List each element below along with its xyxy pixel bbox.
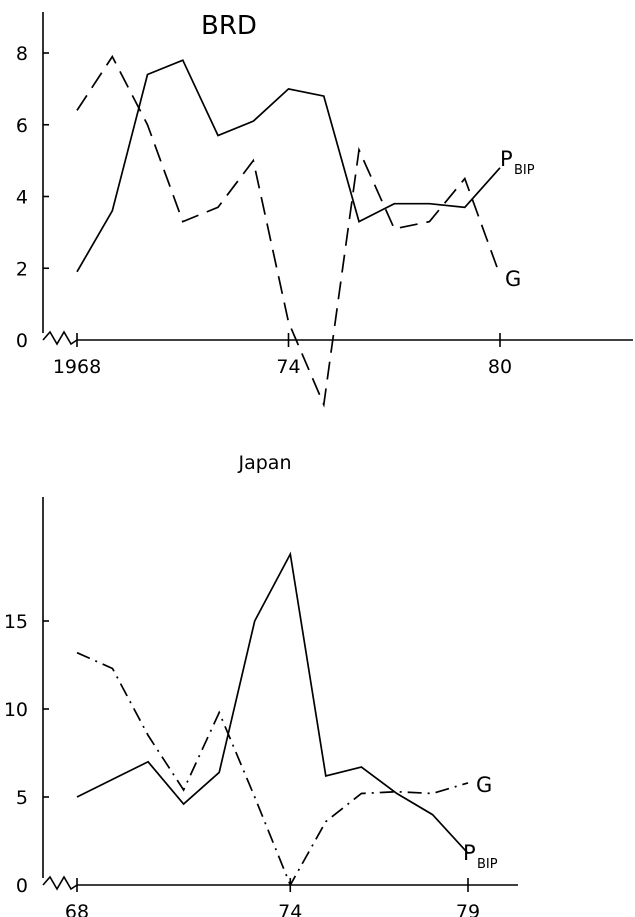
y-tick-label: 8 xyxy=(16,43,28,65)
y-tick-label: 5 xyxy=(16,787,28,809)
series-line-p-bip-japan xyxy=(76,551,469,854)
series-label-p-bip-japan: P BIP xyxy=(463,841,498,872)
series-line-g-japan xyxy=(76,651,469,887)
chart-title-brd: BRD xyxy=(201,11,257,41)
x-ticks-japan: 68 74 79 xyxy=(65,878,480,917)
series-label-g-brd: G xyxy=(505,267,521,291)
series-line-g-brd xyxy=(76,54,501,408)
chart-brd: BRD 0 2 4 6 8 1968 74 80 P BIP G xyxy=(16,11,633,408)
y-tick-label: 0 xyxy=(16,330,28,352)
x-tick-label: 74 xyxy=(278,901,302,917)
x-tick-label: 68 xyxy=(65,901,89,917)
series-line-p-bip-brd xyxy=(76,59,501,273)
y-tick-label: 4 xyxy=(16,187,28,209)
y-tick-label: 6 xyxy=(16,115,28,137)
axis-break-brd xyxy=(42,330,78,346)
y-ticks-japan: 0 5 10 15 xyxy=(4,611,49,897)
series-label-p-brd: P xyxy=(500,147,513,171)
series-label-p-japan: P xyxy=(463,841,476,865)
series-label-bip-brd: BIP xyxy=(514,163,535,178)
series-lines-japan xyxy=(76,551,469,887)
series-label-bip-japan: BIP xyxy=(477,857,498,872)
x-tick-label: 1968 xyxy=(53,356,101,378)
series-label-p-bip-brd: P BIP xyxy=(500,147,535,178)
y-tick-label: 15 xyxy=(4,611,28,633)
y-ticks-brd: 0 2 4 6 8 xyxy=(16,43,49,352)
axis-break-japan xyxy=(42,875,78,891)
x-tick-label: 79 xyxy=(456,901,480,917)
series-label-g-japan: G xyxy=(476,773,492,797)
x-tick-label: 80 xyxy=(488,356,512,378)
x-ticks-brd: 1968 74 80 xyxy=(53,333,512,378)
y-tick-label: 2 xyxy=(16,258,28,280)
chart-japan: Japan 0 5 10 15 68 74 79 G P BIP xyxy=(4,452,518,917)
y-tick-label: 0 xyxy=(16,875,28,897)
series-lines-brd xyxy=(76,54,501,408)
x-tick-label: 74 xyxy=(276,356,300,378)
y-tick-label: 10 xyxy=(4,699,28,721)
chart-title-japan: Japan xyxy=(238,452,292,474)
